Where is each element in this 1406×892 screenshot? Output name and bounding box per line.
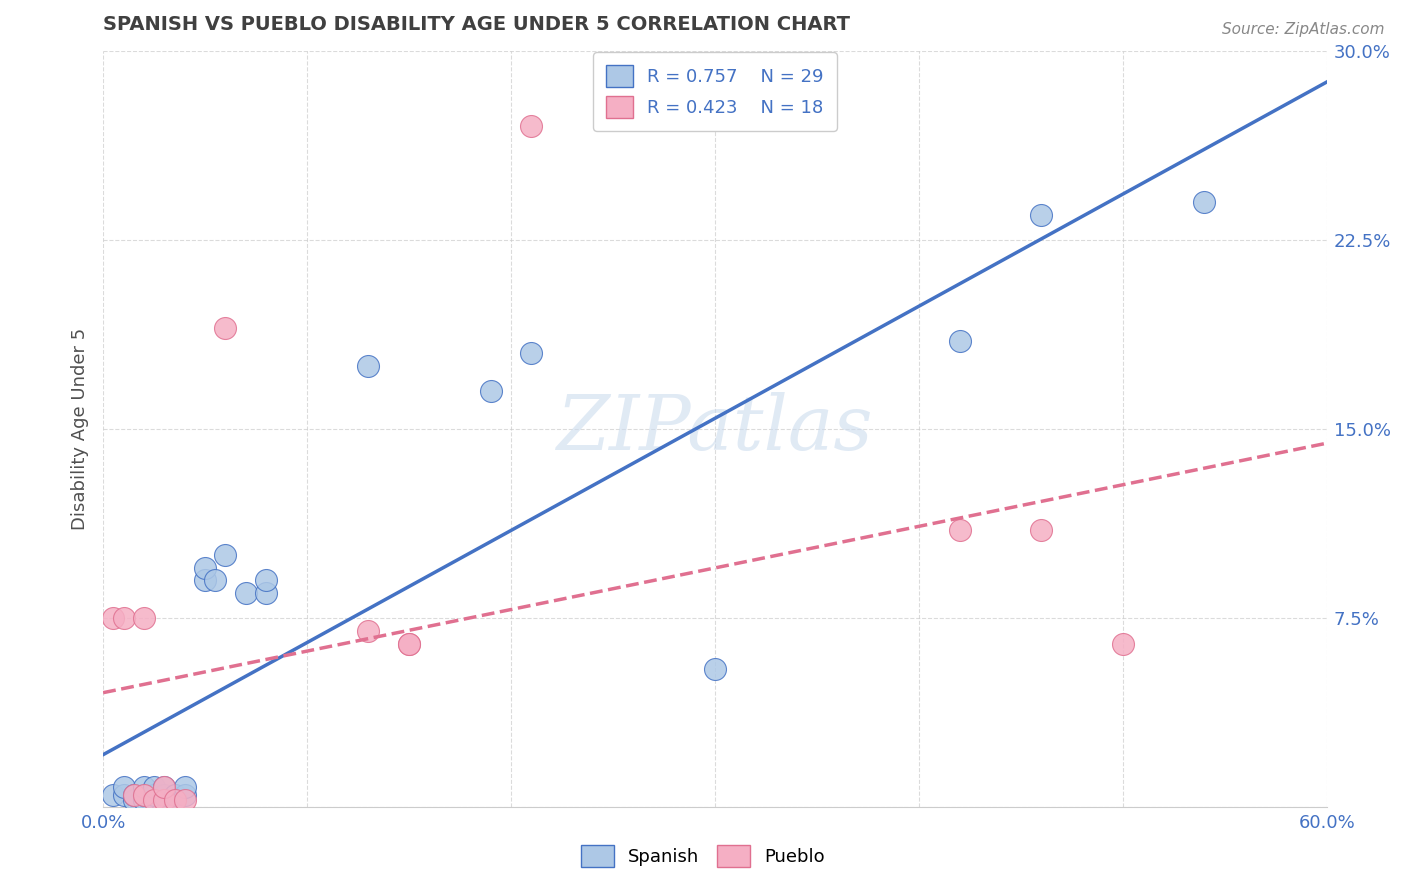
Point: [214, 548, 236, 562]
Point: [204, 574, 226, 588]
Y-axis label: Disability Age Under 5: Disability Age Under 5: [72, 328, 89, 530]
Point: [132, 788, 155, 802]
Legend: Spanish, Pueblo: Spanish, Pueblo: [574, 838, 832, 874]
Point: [122, 788, 145, 802]
Point: [143, 793, 166, 807]
Text: SPANISH VS PUEBLO DISABILITY AGE UNDER 5 CORRELATION CHART: SPANISH VS PUEBLO DISABILITY AGE UNDER 5…: [103, 15, 851, 34]
Point: [949, 334, 972, 348]
Point: [153, 780, 176, 795]
Text: Source: ZipAtlas.com: Source: ZipAtlas.com: [1222, 22, 1385, 37]
Point: [1031, 208, 1053, 222]
Point: [254, 574, 277, 588]
Point: [703, 662, 725, 676]
Point: [173, 780, 195, 795]
Point: [112, 611, 135, 625]
Point: [163, 793, 186, 807]
Point: [132, 788, 155, 802]
Point: [153, 780, 176, 795]
Point: [132, 793, 155, 807]
Text: ZIPatlas: ZIPatlas: [557, 392, 873, 467]
Point: [122, 788, 145, 802]
Point: [103, 611, 125, 625]
Point: [153, 788, 176, 802]
Point: [1112, 636, 1135, 650]
Point: [1031, 523, 1053, 537]
Point: [254, 586, 277, 600]
Point: [520, 346, 543, 360]
Point: [103, 788, 125, 802]
Point: [132, 780, 155, 795]
Point: [357, 624, 380, 638]
Point: [143, 788, 166, 802]
Point: [173, 793, 195, 807]
Point: [194, 574, 217, 588]
Point: [112, 788, 135, 802]
Point: [398, 636, 420, 650]
Point: [153, 793, 176, 807]
Point: [398, 636, 420, 650]
Point: [235, 586, 257, 600]
Point: [479, 384, 502, 399]
Point: [949, 523, 972, 537]
Point: [132, 611, 155, 625]
Point: [122, 793, 145, 807]
Legend: R = 0.757    N = 29, R = 0.423    N = 18: R = 0.757 N = 29, R = 0.423 N = 18: [593, 53, 837, 130]
Point: [357, 359, 380, 373]
Point: [163, 788, 186, 802]
Point: [1194, 195, 1216, 210]
Point: [194, 561, 217, 575]
Point: [520, 120, 543, 134]
Point: [112, 780, 135, 795]
Point: [214, 321, 236, 335]
Point: [143, 780, 166, 795]
Point: [173, 788, 195, 802]
